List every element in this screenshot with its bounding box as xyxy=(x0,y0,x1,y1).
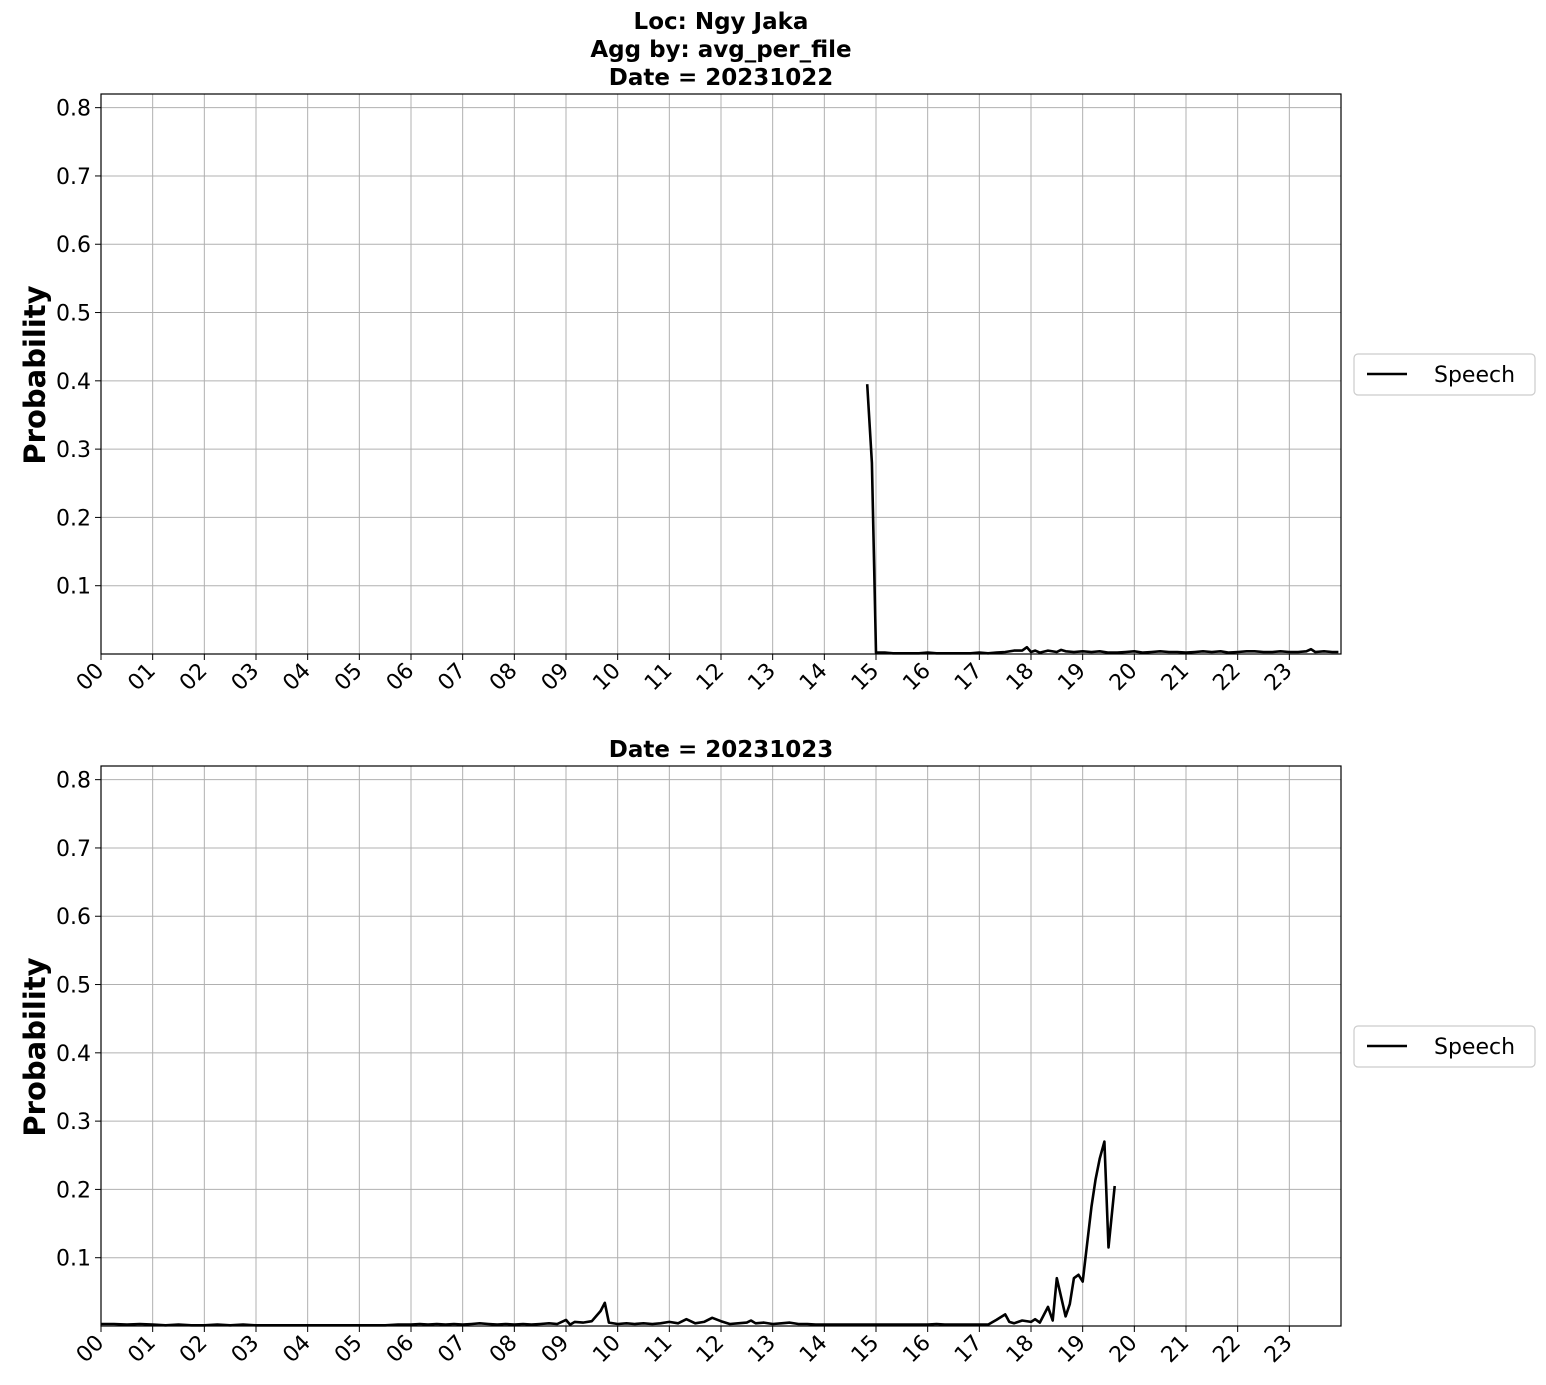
panel-2-y-tick-label: 0.3 xyxy=(56,1110,91,1135)
panel-1-y-tick-label: 0.4 xyxy=(56,370,91,395)
panel-2-legend: Speech xyxy=(1353,1025,1536,1068)
panel-2-y-axis-label: Probability xyxy=(18,957,52,1136)
panel-2-y-tick-label: 0.5 xyxy=(56,974,91,999)
panel-1-y-tick-label: 0.7 xyxy=(56,165,91,190)
panel-2-y-tick-label: 0.7 xyxy=(56,837,91,862)
figure-title-line-1: Loc: Ngy Jaka xyxy=(634,9,809,35)
figure-title-line-3: Date = 20231022 xyxy=(609,65,834,91)
panel-1-series-speech-line xyxy=(865,384,1339,655)
panel-1-axes-frame xyxy=(100,93,1342,655)
panel-1-y-tick-label: 0.1 xyxy=(56,575,91,600)
panel-1-y-tick-label: 0.2 xyxy=(56,506,91,531)
panel-2-legend-box xyxy=(1353,1025,1536,1068)
panel-1-y-axis-label: Probability xyxy=(18,285,52,464)
panel-1-legend-box xyxy=(1353,353,1536,396)
panel-2-title: Date = 20231023 xyxy=(609,737,834,763)
panel-2-y-tick-label: 0.8 xyxy=(56,769,91,794)
panel-1-legend-label: Speech xyxy=(1434,363,1515,388)
panel-2-y-tick-label: 0.1 xyxy=(56,1247,91,1272)
panel-1-legend: Speech xyxy=(1353,353,1536,396)
panel-2-y-tick-label: 0.2 xyxy=(56,1178,91,1203)
panel-2-series-speech-line xyxy=(101,1140,1116,1327)
panel-1-y-tick-label: 0.5 xyxy=(56,302,91,327)
figure-title-line-2: Agg by: avg_per_file xyxy=(590,37,851,63)
panel-2-legend-label: Speech xyxy=(1434,1035,1515,1060)
panel-2-axes-frame xyxy=(100,765,1342,1327)
panel-2-y-tick-label: 0.4 xyxy=(56,1042,91,1067)
panel-1-y-tick-label: 0.8 xyxy=(56,97,91,122)
panel-1-y-tick-label: 0.6 xyxy=(56,233,91,258)
panel-1-y-tick-label: 0.3 xyxy=(56,438,91,463)
panel-2-y-tick-label: 0.6 xyxy=(56,905,91,930)
